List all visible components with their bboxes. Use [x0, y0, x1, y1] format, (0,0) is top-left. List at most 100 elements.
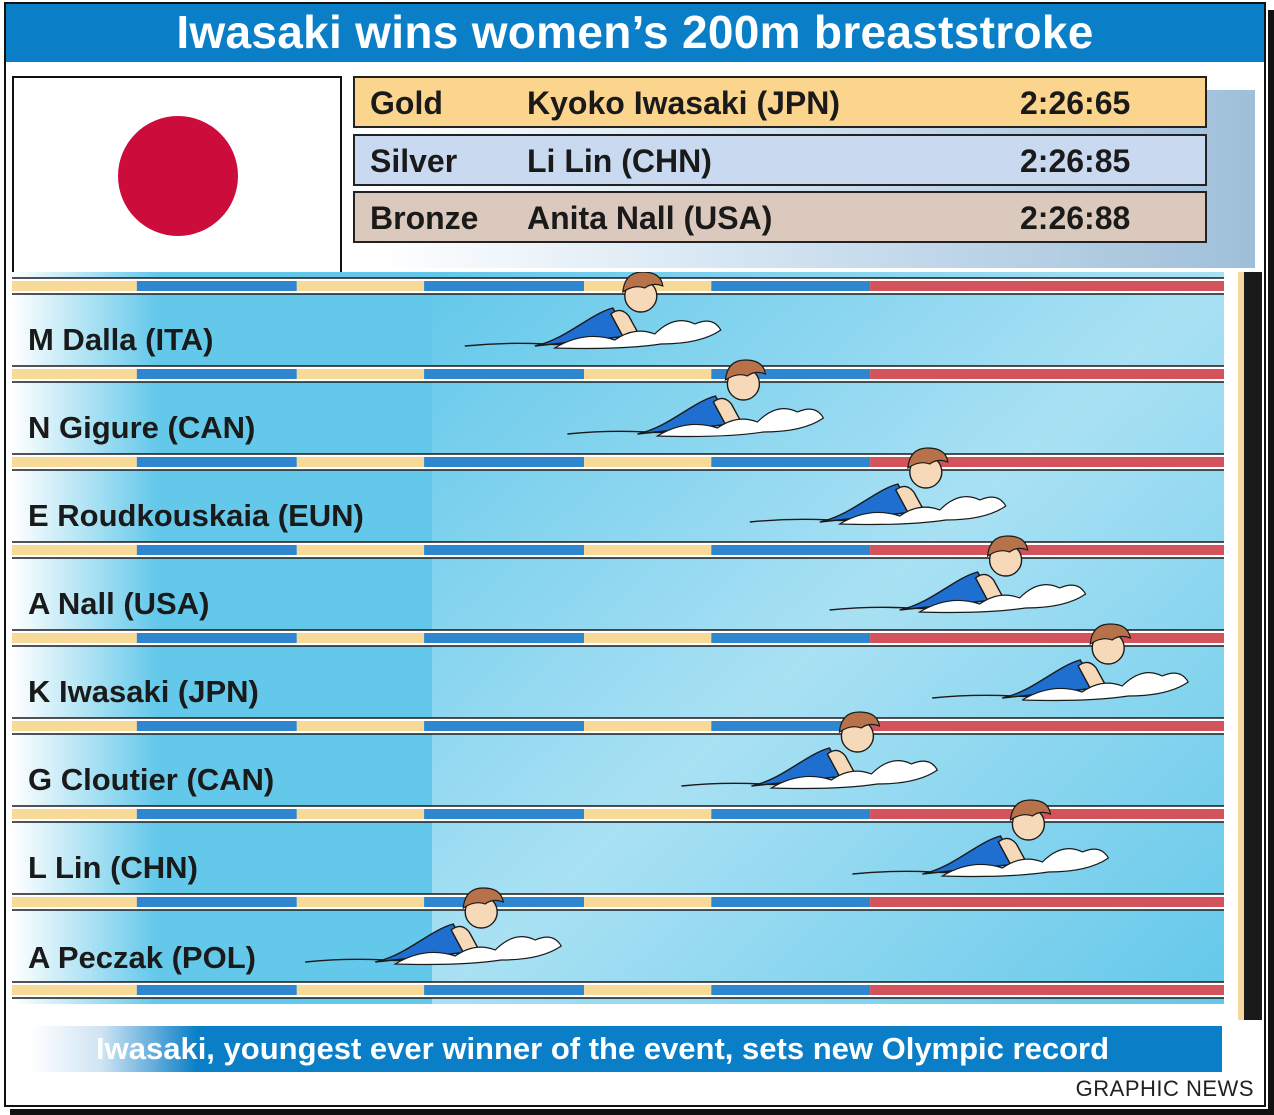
lane-label-7: L Lin (CHN) — [28, 850, 198, 885]
japan-flag-icon — [12, 76, 342, 274]
rope-segment — [136, 281, 297, 291]
rope-segment — [711, 985, 871, 995]
rope-segment — [584, 809, 712, 819]
swimmer-name: Li Lin (CHN) — [527, 143, 712, 179]
lane-label-1: M Dalla (ITA) — [28, 322, 214, 357]
rope-segment — [424, 985, 585, 995]
rope-segment — [584, 897, 712, 907]
rope-segment — [870, 281, 1224, 291]
swimmer-name: Anita Nall (USA) — [527, 200, 773, 236]
rope-segment — [711, 457, 871, 467]
frame-shadow-right — [1268, 10, 1274, 1110]
swimmer-figure — [567, 359, 825, 438]
lane-label-3: E Roudkouskaia (EUN) — [28, 498, 364, 533]
rope-segment — [12, 721, 137, 731]
rope-segment — [296, 281, 425, 291]
rope-segment — [12, 809, 137, 819]
swimmer-figure — [681, 711, 939, 790]
rope-segment — [424, 545, 585, 555]
rope-segment — [584, 545, 712, 555]
footer-bar — [30, 1026, 1222, 1072]
rope-segment — [711, 721, 871, 731]
medal-label: Gold — [370, 85, 443, 121]
rope-segment — [711, 369, 871, 379]
rope-segment — [424, 457, 585, 467]
rope-segment — [136, 457, 297, 467]
rope-segment — [136, 897, 297, 907]
rope-segment — [870, 633, 1224, 643]
rope-segment — [296, 457, 425, 467]
rope-segment — [584, 369, 712, 379]
finish-time: 2:26:65 — [1020, 85, 1131, 121]
rope-segment — [12, 897, 137, 907]
rope-segment — [424, 281, 585, 291]
result-row-bronze: Bronze Anita Nall (USA) 2:26:88 — [353, 191, 1207, 243]
rope-segment — [711, 633, 871, 643]
footer-text: Iwasaki, youngest ever winner of the eve… — [96, 1031, 1110, 1066]
rope-segment — [424, 633, 585, 643]
rope-segment — [296, 545, 425, 555]
lane-label-2: N Gigure (CAN) — [28, 410, 256, 445]
rope-segment — [12, 545, 137, 555]
rope-segment — [424, 721, 585, 731]
rope-segment — [870, 545, 1224, 555]
rope-segment — [424, 369, 585, 379]
rope-segment — [711, 897, 871, 907]
rope-segment — [870, 369, 1224, 379]
rope-segment — [424, 897, 585, 907]
pool-gutter — [1224, 280, 1238, 1004]
finish-time: 2:26:85 — [1020, 143, 1131, 179]
rope-segment — [711, 545, 871, 555]
rope-segment — [584, 721, 712, 731]
rope-segment — [12, 457, 137, 467]
rope-segment — [870, 457, 1224, 467]
rope-segment — [296, 633, 425, 643]
rope-segment — [136, 633, 297, 643]
medal-label: Bronze — [370, 200, 479, 236]
rope-segment — [711, 281, 871, 291]
lane-label-4: A Nall (USA) — [28, 586, 210, 621]
lane-label-6: G Cloutier (CAN) — [28, 762, 275, 797]
lane-label-5: K Iwasaki (JPN) — [28, 674, 259, 709]
rope-segment — [870, 809, 1224, 819]
finish-time: 2:26:88 — [1020, 200, 1131, 236]
rope-segment — [136, 369, 297, 379]
result-row-gold: Gold Kyoko Iwasaki (JPN) 2:26:65 — [353, 76, 1207, 128]
rope-segment — [296, 985, 425, 995]
rope-segment — [870, 721, 1224, 731]
flag-disc — [118, 116, 238, 236]
rope-segment — [12, 281, 137, 291]
finish-wall-edge — [1238, 272, 1244, 1020]
rope-segment — [711, 809, 871, 819]
credit-text: GRAPHIC NEWS — [1075, 1076, 1254, 1101]
lane-label-8: A Peczak (POL) — [28, 940, 256, 975]
swimmer-name: Kyoko Iwasaki (JPN) — [527, 85, 840, 121]
medal-label: Silver — [370, 143, 458, 179]
rope-segment — [296, 809, 425, 819]
rope-segment — [584, 985, 712, 995]
rope-segment — [136, 809, 297, 819]
rope-segment — [136, 985, 297, 995]
rope-segment — [136, 721, 297, 731]
rope-segment — [296, 369, 425, 379]
rope-segment — [296, 721, 425, 731]
frame-shadow-bottom — [10, 1109, 1274, 1115]
rope-segment — [12, 633, 137, 643]
rope-segment — [296, 897, 425, 907]
rope-segment — [870, 985, 1224, 995]
rope-segment — [12, 985, 137, 995]
rope-segment — [136, 545, 297, 555]
swimmer-figure — [749, 447, 1007, 526]
rope-segment — [870, 897, 1224, 907]
rope-segment — [424, 809, 585, 819]
swimmer-figure — [852, 799, 1110, 878]
result-row-silver: Silver Li Lin (CHN) 2:26:85 — [353, 134, 1207, 186]
rope-segment — [584, 457, 712, 467]
swimmer-figure — [305, 887, 562, 966]
swimming-pool — [12, 272, 1224, 1004]
swimmer-figure — [464, 272, 722, 350]
rope-segment — [584, 633, 712, 643]
graphic-title: Iwasaki wins women’s 200m breaststroke — [6, 4, 1264, 62]
rope-segment — [12, 369, 137, 379]
swimmer-figure — [829, 535, 1087, 614]
